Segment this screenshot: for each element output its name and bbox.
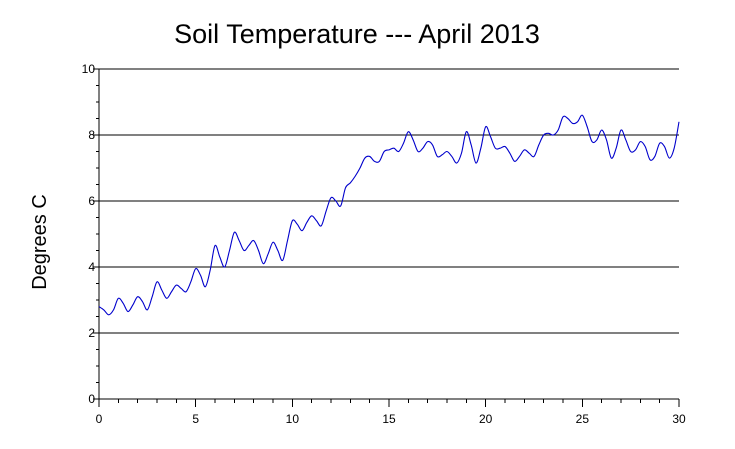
chart-title: Soil Temperature --- April 2013	[174, 19, 540, 49]
x-tick-label: 30	[672, 412, 686, 426]
y-axis-label: Degrees C	[29, 194, 51, 290]
y-tick-label: 4	[88, 260, 95, 274]
series-layer	[98, 114, 680, 316]
y-axis-ticks: 0 2 4 6 8 10	[82, 62, 99, 406]
x-tick-label: 10	[286, 412, 300, 426]
x-tick-label: 25	[576, 412, 590, 426]
y-tick-label: 10	[82, 62, 96, 76]
y-tick-label: 8	[88, 128, 95, 142]
series-line-0	[98, 114, 680, 316]
x-tick-label: 15	[382, 412, 396, 426]
y-tick-label: 2	[88, 326, 95, 340]
x-tick-label: 20	[479, 412, 493, 426]
gridlines	[99, 68, 679, 400]
y-tick-label: 6	[88, 194, 95, 208]
axes	[98, 69, 679, 400]
y-tick-label: 0	[88, 392, 95, 406]
x-tick-label: 0	[96, 412, 103, 426]
x-tick-label: 5	[192, 412, 199, 426]
x-axis-ticks: 0 5 10 15 20 25 30	[96, 399, 686, 426]
